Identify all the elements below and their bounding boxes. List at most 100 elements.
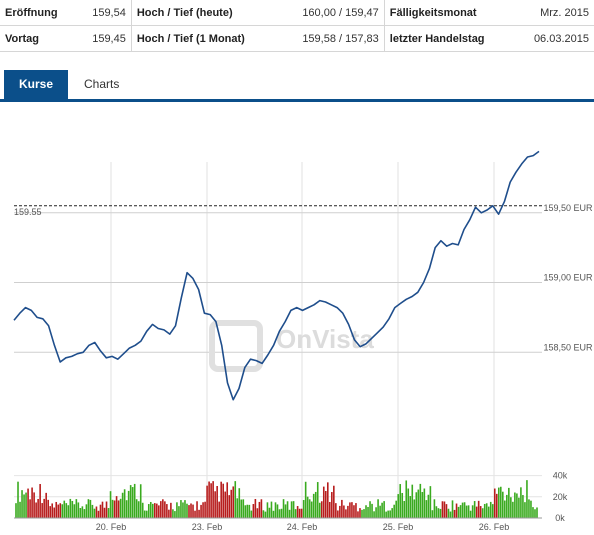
volume-bar xyxy=(445,504,448,518)
volume-bar xyxy=(133,483,136,518)
volume-bar xyxy=(447,508,450,518)
volume-bar xyxy=(526,480,528,518)
volume-bar xyxy=(284,504,287,518)
volume-bar xyxy=(256,508,259,518)
volume-bar xyxy=(475,506,478,518)
volume-bar xyxy=(415,492,418,518)
volume-bar xyxy=(252,504,255,518)
volume-bar xyxy=(73,504,76,518)
volume-bar xyxy=(57,504,60,518)
volume-bar xyxy=(399,484,402,518)
volume-bar xyxy=(351,502,353,518)
volume-bar xyxy=(158,505,160,518)
volume-bar xyxy=(389,510,391,518)
volume-bar xyxy=(75,499,78,518)
volume-bar xyxy=(224,491,227,518)
volume-bar xyxy=(357,511,359,518)
volume-bar xyxy=(109,491,112,518)
volume-bar xyxy=(477,500,480,518)
volume-bar xyxy=(170,502,172,518)
volume-bar xyxy=(141,502,144,518)
volume-bar xyxy=(25,492,27,518)
volume-bar xyxy=(160,501,162,518)
value-hoch-tief-heute: 160,00 / 159,47 xyxy=(277,0,385,26)
volume-bar xyxy=(497,487,500,518)
volume-bar xyxy=(417,489,420,518)
volume-bar xyxy=(310,501,313,518)
volume-bar xyxy=(204,501,206,518)
volume-bar xyxy=(87,499,90,518)
volume-bar xyxy=(194,510,196,518)
volume-bar xyxy=(365,505,367,518)
volume-bar xyxy=(272,510,275,518)
volume-bar xyxy=(369,501,371,518)
volume-bar xyxy=(469,510,472,518)
volume-bar xyxy=(27,488,29,518)
volume-bar xyxy=(395,500,397,518)
volume-bar xyxy=(331,492,333,518)
volume-bar xyxy=(530,500,532,518)
volume-bar xyxy=(103,507,106,518)
volume-bar xyxy=(149,501,152,518)
volume-bar xyxy=(190,503,192,518)
volume-bar xyxy=(135,499,138,518)
volume-bar xyxy=(65,503,68,518)
volume-bar xyxy=(298,508,301,518)
x-tick-label: 23. Feb xyxy=(192,522,223,532)
volume-bar xyxy=(63,500,66,518)
volume-bar xyxy=(47,499,49,518)
volume-bar xyxy=(322,486,325,518)
volume-bar xyxy=(479,506,482,518)
volume-tick-label: 20k xyxy=(553,492,568,502)
volume-bar xyxy=(439,508,442,518)
volume-bar xyxy=(294,509,297,518)
volume-bar xyxy=(43,498,45,518)
label-hoch-tief-monat: Hoch / Tief (1 Monat) xyxy=(131,25,278,52)
volume-bar xyxy=(198,509,200,518)
volume-bar xyxy=(528,499,530,518)
volume-bar xyxy=(524,502,526,518)
volume-bar xyxy=(206,485,208,518)
label-eroeffnung: Eröffnung xyxy=(0,0,77,26)
volume-bar xyxy=(119,498,122,518)
volume-bar xyxy=(270,501,273,518)
volume-bar xyxy=(393,504,395,518)
volume-bar xyxy=(151,503,154,518)
x-tick-label: 26. Feb xyxy=(479,522,510,532)
volume-bar xyxy=(113,500,116,518)
volume-bar xyxy=(97,510,100,518)
volume-bar xyxy=(210,483,212,518)
volume-tick-label: 0k xyxy=(555,513,565,523)
volume-bar xyxy=(172,509,174,518)
volume-bar xyxy=(302,500,305,518)
volume-bar xyxy=(471,505,474,518)
volume-bar xyxy=(361,509,363,518)
volume-bar xyxy=(397,494,400,518)
tab-charts[interactable]: Charts xyxy=(84,77,120,91)
watermark-text: OnVista xyxy=(276,324,374,354)
volume-bar xyxy=(33,492,35,518)
volume-bar xyxy=(316,482,319,518)
volume-bar xyxy=(451,500,454,518)
volume-bar xyxy=(71,500,74,518)
volume-bar xyxy=(381,502,383,518)
volume-bar xyxy=(489,501,492,518)
volume-bar xyxy=(35,502,37,518)
volume-bar xyxy=(312,493,315,518)
volume-bar xyxy=(216,485,218,518)
volume-bar xyxy=(304,481,307,518)
volume-bar xyxy=(508,487,510,518)
volume-bar xyxy=(324,490,327,518)
volume-bar xyxy=(343,505,345,518)
volume-bar xyxy=(29,499,31,518)
volume-bar xyxy=(453,509,456,518)
volume-bar xyxy=(314,491,317,518)
volume-bar xyxy=(208,481,210,518)
volume-bar xyxy=(473,501,476,518)
tab-kurse[interactable]: Kurse xyxy=(4,70,68,99)
volume-bar xyxy=(413,499,416,518)
volume-bar xyxy=(162,499,164,518)
volume-bar xyxy=(192,504,194,518)
volume-bar xyxy=(268,507,271,518)
volume-bar xyxy=(385,511,387,518)
